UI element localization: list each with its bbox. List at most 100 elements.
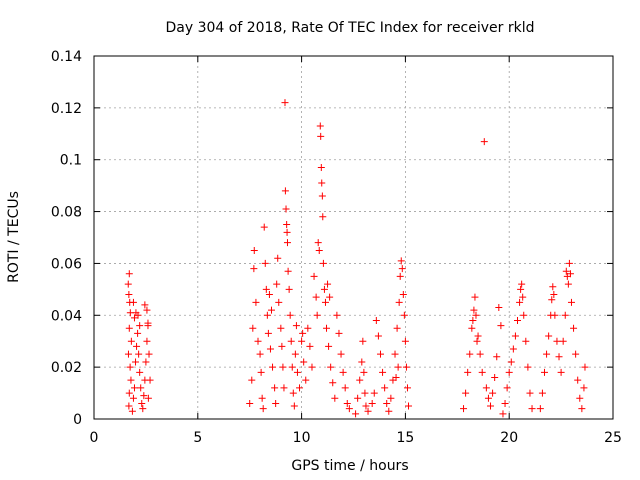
- data-point: [400, 311, 408, 319]
- data-point: [317, 163, 325, 171]
- plot-frame: [93, 55, 614, 420]
- data-point: [275, 298, 283, 306]
- data-point: [473, 337, 481, 345]
- data-point: [514, 316, 522, 324]
- data-point: [511, 332, 519, 340]
- chart-title: Day 304 of 2018, Rate Of TEC Index for r…: [165, 20, 534, 36]
- data-point: [319, 259, 327, 267]
- data-point: [130, 384, 138, 392]
- x-tick-label: 0: [90, 430, 99, 446]
- y-tick-label: 0.02: [51, 360, 82, 376]
- data-point: [136, 322, 144, 330]
- data-point: [474, 332, 482, 340]
- data-point: [570, 324, 578, 332]
- data-point: [304, 324, 312, 332]
- data-point: [466, 350, 474, 358]
- data-point: [403, 384, 411, 392]
- grid-lines: [94, 56, 613, 419]
- data-point: [518, 280, 526, 288]
- data-point: [540, 368, 548, 376]
- data-point: [324, 280, 332, 288]
- data-point: [139, 405, 147, 413]
- data-point: [320, 285, 328, 293]
- data-point: [281, 187, 289, 195]
- x-tick-label: 5: [193, 430, 202, 446]
- data-point: [134, 311, 142, 319]
- data-point: [283, 228, 291, 236]
- data-point: [398, 265, 406, 273]
- data-point: [564, 280, 572, 288]
- data-point: [280, 384, 288, 392]
- data-point: [370, 389, 378, 397]
- data-point: [538, 389, 546, 397]
- data-point: [290, 402, 298, 410]
- data-point: [272, 399, 280, 407]
- data-point: [281, 99, 289, 107]
- data-point: [257, 368, 265, 376]
- data-point: [127, 337, 135, 345]
- data-point: [126, 363, 134, 371]
- data-point: [264, 329, 272, 337]
- data-point: [401, 337, 409, 345]
- data-point: [520, 311, 528, 319]
- data-point: [352, 410, 360, 418]
- data-point: [396, 272, 404, 280]
- data-point: [316, 122, 324, 130]
- data-point: [267, 306, 275, 314]
- data-point: [543, 350, 551, 358]
- data-point: [250, 265, 258, 273]
- data-point: [326, 293, 334, 301]
- data-point: [507, 358, 515, 366]
- y-tick-label: 0: [73, 412, 82, 428]
- data-point: [470, 306, 478, 314]
- data-point: [250, 246, 258, 254]
- data-point: [368, 399, 376, 407]
- data-point: [299, 329, 307, 337]
- data-point: [381, 384, 389, 392]
- data-point: [246, 399, 254, 407]
- data-point: [385, 407, 393, 415]
- y-tick-label: 0.04: [51, 308, 82, 324]
- data-point: [491, 374, 499, 382]
- data-point: [358, 358, 366, 366]
- data-point: [279, 363, 287, 371]
- data-point: [364, 407, 372, 415]
- data-point: [329, 379, 337, 387]
- data-point: [394, 363, 402, 371]
- data-point: [536, 405, 544, 413]
- data-point: [325, 342, 333, 350]
- data-point: [567, 298, 575, 306]
- data-point: [578, 405, 586, 413]
- y-axis-label: ROTI / TECUs: [6, 191, 22, 283]
- data-point: [271, 384, 279, 392]
- data-point: [399, 291, 407, 299]
- data-point: [274, 254, 282, 262]
- data-point: [581, 363, 589, 371]
- data-point: [561, 311, 569, 319]
- data-point: [549, 283, 557, 291]
- data-point: [136, 368, 144, 376]
- data-point: [462, 389, 470, 397]
- x-tick-label: 10: [293, 430, 311, 446]
- data-point: [125, 389, 133, 397]
- data-point: [580, 384, 588, 392]
- data-point: [313, 311, 321, 319]
- data-point: [499, 410, 507, 418]
- y-tick-label: 0.1: [60, 153, 82, 169]
- data-point: [314, 239, 322, 247]
- data-point: [333, 311, 341, 319]
- data-point: [526, 389, 534, 397]
- data-point: [551, 311, 559, 319]
- data-point: [472, 311, 480, 319]
- data-point: [387, 394, 395, 402]
- data-point: [323, 324, 331, 332]
- data-point: [296, 384, 304, 392]
- data-point: [497, 322, 505, 330]
- data-point: [397, 257, 405, 265]
- data-point: [392, 374, 400, 382]
- data-point: [140, 392, 148, 400]
- data-point: [146, 376, 154, 384]
- data-point: [260, 223, 268, 231]
- data-point: [519, 293, 527, 301]
